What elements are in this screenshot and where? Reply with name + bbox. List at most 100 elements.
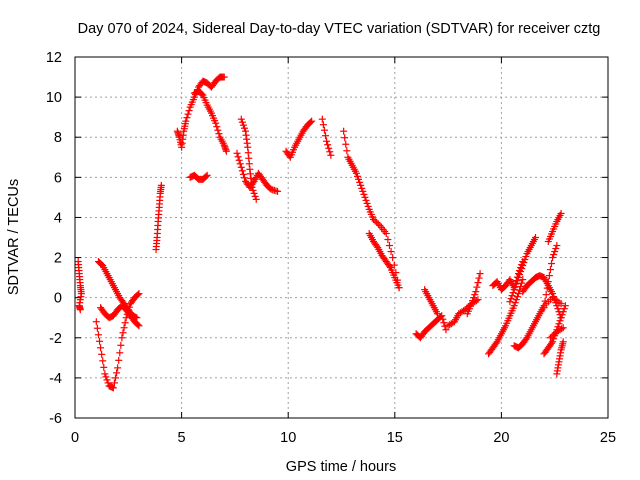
data-point [492,339,500,347]
data-point [471,291,479,299]
data-point [361,193,369,201]
data-point [474,296,482,304]
data-point [98,350,106,358]
data-point [509,289,517,297]
data-point [546,334,554,342]
data-point [395,284,403,292]
data-point [470,294,478,302]
data-point [93,324,101,332]
x-axis-label: GPS time / hours [286,459,396,475]
data-point [363,199,371,207]
data-point [237,163,245,171]
series-arc-z [544,209,565,246]
series-arc-l [318,115,335,159]
data-point [461,306,469,314]
data-point [104,379,112,387]
data-point [308,117,316,125]
y-tick-label: -2 [49,331,62,347]
data-point [185,107,193,115]
data-point [359,187,367,195]
data-point [473,283,481,291]
data-point [552,245,560,253]
data-point [551,248,559,256]
data-point [198,90,206,98]
data-point [390,261,398,269]
series-arc-p [421,286,441,318]
data-point [96,337,104,345]
y-tick-label: 0 [54,291,62,307]
data-point [476,270,484,278]
y-tick-label: 2 [54,251,62,267]
data-point [115,356,123,364]
data-point [102,373,110,381]
data-point [114,364,122,372]
series-arc-f [173,73,228,151]
data-point [100,363,108,371]
data-point [442,326,450,334]
data-point [550,251,558,259]
data-point [519,262,527,270]
data-point [518,265,526,273]
data-point [119,329,127,337]
data-point [362,196,370,204]
data-point [559,338,567,346]
y-tick-label: 10 [46,90,62,106]
data-point [558,325,566,333]
data-point [384,236,392,244]
data-point [508,292,516,300]
data-point [469,297,477,305]
data-point [113,369,121,377]
data-point [357,181,365,189]
data-point [548,260,556,268]
data-point [327,151,335,159]
data-point [373,218,381,226]
data-point [238,118,246,126]
data-point [183,114,191,122]
data-point [550,293,558,301]
data-point [558,311,566,319]
data-point [548,332,556,340]
data-point [222,147,230,155]
data-point [182,117,190,125]
y-tick-label: 6 [54,170,62,186]
data-point [514,290,522,298]
data-point [364,202,372,210]
data-point [240,174,248,182]
data-point [557,209,565,217]
y-axis-label: SDTVAR / TECUs [6,179,22,295]
y-tick-labels: -6 -4 -2 0 2 4 6 8 10 12 [46,50,62,427]
data-point [318,115,326,123]
data-point [103,376,111,384]
data-point [552,299,560,307]
data-point [389,254,397,262]
data-point [513,293,521,301]
data-point [324,141,332,149]
data-point [343,147,351,155]
series-arc-d [97,302,143,330]
data-point [342,140,350,148]
data-point [341,134,349,142]
y-tick-label: 4 [54,210,62,226]
data-point [240,124,248,132]
data-point [307,118,315,126]
plot-frame [74,56,609,419]
data-point [440,319,448,327]
data-point [433,310,441,318]
data-point [213,123,221,131]
data-point [541,297,549,305]
data-point [118,334,126,342]
data-point [326,148,334,156]
y-tick-label: 8 [54,130,62,146]
data-point [438,312,446,320]
data-point [109,384,117,392]
data-point [121,319,129,327]
data-point [550,331,558,339]
y-tick-label: 12 [46,50,62,66]
data-point [97,344,105,352]
data-point [356,178,364,186]
data-point [513,277,521,285]
series-arc-aa [553,338,567,378]
series-arc-m [340,127,403,292]
